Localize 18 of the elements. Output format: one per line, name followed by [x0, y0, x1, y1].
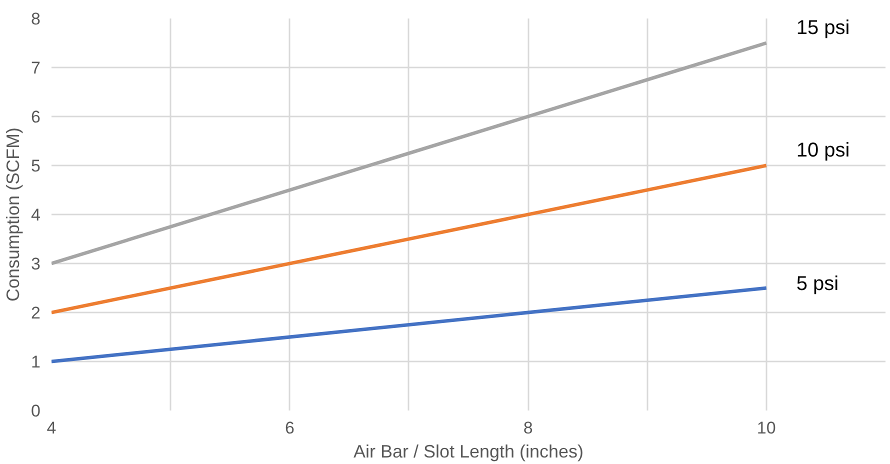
series-label: 15 psi	[796, 17, 850, 39]
y-tick-label: 6	[31, 108, 41, 126]
x-tick-label: 4	[46, 418, 56, 438]
y-tick-label: 2	[31, 304, 41, 322]
series-label: 10 psi	[796, 140, 850, 162]
x-axis-title: Air Bar / Slot Length (inches)	[353, 442, 584, 462]
series-label: 5 psi	[796, 273, 839, 295]
y-tick-label: 5	[31, 156, 41, 176]
y-tick-label: 4	[31, 206, 41, 224]
y-tick-label: 1	[31, 352, 41, 372]
y-tick-label: 8	[31, 10, 41, 28]
y-axis-title: Consumption (SCFM)	[3, 127, 24, 302]
x-tick-label: 8	[523, 418, 533, 438]
y-tick-label: 0	[31, 402, 41, 420]
y-tick-label: 7	[31, 58, 41, 78]
x-tick-label: 10	[756, 418, 776, 438]
x-tick-label: 6	[285, 418, 295, 438]
y-tick-label: 3	[31, 254, 41, 274]
